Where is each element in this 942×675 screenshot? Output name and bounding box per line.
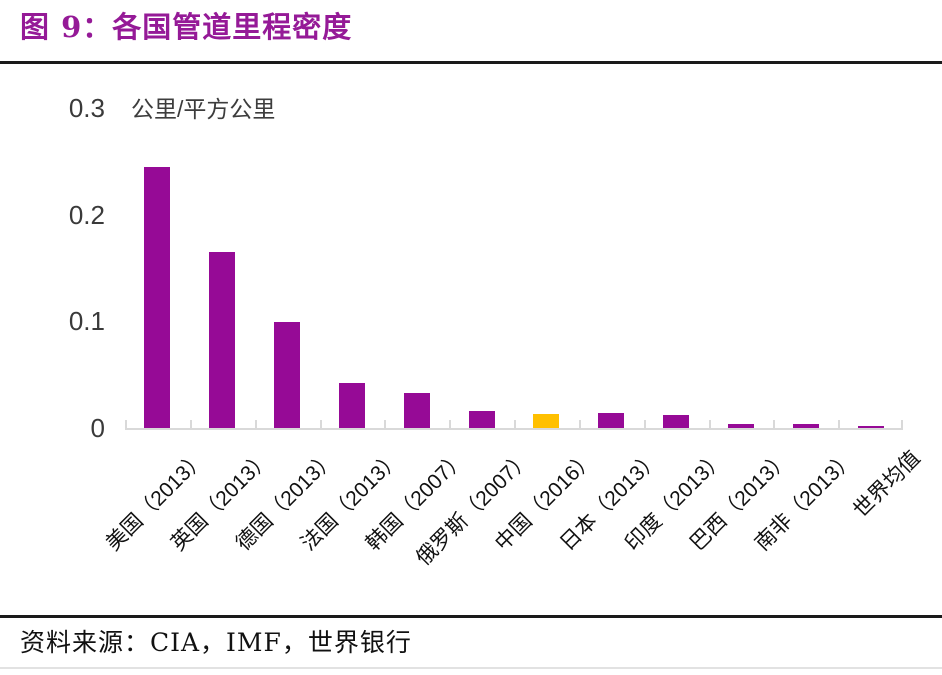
x-tick-label: 世界均值 [849,446,925,523]
y-tick-label: 0.3 [68,93,105,123]
axis-tick [190,420,192,430]
bar-中国（2016） [533,414,559,428]
y-tick-label: 0.2 [68,200,105,230]
bar-法国（2013） [339,383,365,428]
bar-南非（2013） [793,424,819,428]
bar-俄罗斯（2007） [469,411,495,428]
source-note: 资料来源：CIA，IMF，世界银行 [20,628,412,657]
axis-tick [838,420,840,430]
bar-印度（2013） [663,415,689,428]
bar-巴西（2013） [728,424,754,428]
bar-美国（2013） [144,167,170,428]
axis-tick [449,420,451,430]
axis-tick [384,420,386,430]
bar-英国（2013） [209,252,235,428]
plot-area [125,100,903,430]
axis-tick [320,420,322,430]
source-divider [0,615,942,618]
y-tick-label: 0 [90,413,105,443]
axis-tick [644,420,646,430]
y-tick-label: 0.1 [68,306,105,336]
bar-世界均值 [858,426,884,428]
bar-德国（2013） [274,322,300,428]
axis-tick [901,420,903,430]
axis-tick [579,420,581,430]
axis-tick [514,420,516,430]
axis-tick [709,420,711,430]
axis-tick [255,420,257,430]
bottom-divider [0,667,942,669]
axis-tick [773,420,775,430]
y-axis-unit-label: 公里/平方公里 [131,96,276,122]
bar-韩国（2007） [404,393,430,428]
bar-日本（2013） [598,413,624,428]
top-divider [0,61,942,64]
figure-title: 图 9：各国管道里程密度 [20,10,353,44]
axis-tick [125,420,127,430]
